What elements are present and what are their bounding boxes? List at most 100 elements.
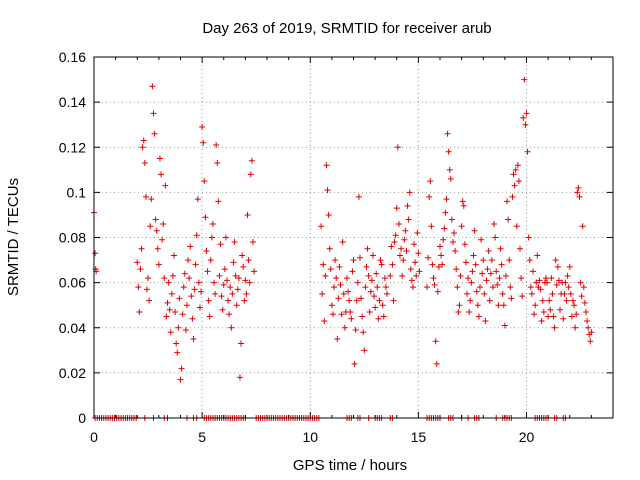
data-point bbox=[431, 281, 438, 288]
data-point bbox=[513, 223, 520, 230]
data-point bbox=[580, 284, 587, 291]
axis-ticks: 0 0.02 0.04 0.06 0.08 0.1 0.12 0.14 0.16 0 5 10 15 20 bbox=[59, 49, 614, 445]
data-point bbox=[346, 297, 353, 304]
data-point bbox=[225, 297, 232, 304]
data-point bbox=[575, 184, 582, 191]
data-point bbox=[155, 261, 162, 268]
data-point bbox=[578, 293, 585, 300]
y-tick-label: 0.16 bbox=[59, 49, 86, 65]
data-point bbox=[358, 295, 365, 302]
data-point bbox=[335, 295, 342, 302]
data-point bbox=[340, 290, 347, 297]
data-point bbox=[494, 281, 501, 288]
data-point bbox=[181, 270, 188, 277]
data-point bbox=[500, 302, 507, 309]
data-point bbox=[327, 266, 334, 273]
data-point bbox=[239, 252, 246, 259]
data-point bbox=[374, 284, 381, 291]
data-point bbox=[411, 241, 418, 248]
data-point bbox=[376, 297, 383, 304]
data-point bbox=[194, 196, 201, 203]
data-point bbox=[470, 252, 477, 259]
data-point bbox=[504, 198, 511, 205]
data-point bbox=[428, 223, 435, 230]
data-point bbox=[163, 313, 170, 320]
data-point bbox=[501, 322, 508, 329]
data-point bbox=[143, 286, 150, 293]
data-point bbox=[355, 193, 362, 200]
x-tick-label: 10 bbox=[302, 429, 318, 445]
data-point bbox=[331, 284, 338, 291]
data-point bbox=[139, 144, 146, 151]
data-point bbox=[473, 288, 480, 295]
data-point bbox=[202, 214, 209, 221]
data-point bbox=[579, 223, 586, 230]
data-point bbox=[244, 211, 251, 218]
data-point bbox=[209, 220, 216, 227]
data-point bbox=[539, 297, 546, 304]
data-point bbox=[378, 261, 385, 268]
data-point bbox=[195, 279, 202, 286]
data-point bbox=[424, 284, 431, 291]
data-point bbox=[179, 311, 186, 318]
data-point bbox=[434, 288, 441, 295]
data-point bbox=[145, 275, 152, 282]
data-point bbox=[551, 324, 558, 331]
data-point bbox=[360, 329, 367, 336]
data-point bbox=[430, 275, 437, 282]
data-point bbox=[161, 275, 168, 282]
data-point bbox=[479, 270, 486, 277]
x-tick-label: 20 bbox=[519, 429, 535, 445]
data-point bbox=[557, 306, 564, 313]
data-point bbox=[324, 187, 331, 194]
data-point bbox=[499, 290, 506, 297]
data-point bbox=[495, 302, 502, 309]
data-point bbox=[525, 234, 532, 241]
data-point bbox=[218, 293, 225, 300]
data-point bbox=[241, 297, 248, 304]
data-point bbox=[449, 239, 456, 246]
data-point bbox=[402, 227, 409, 234]
data-point bbox=[193, 232, 200, 239]
data-point bbox=[348, 315, 355, 322]
data-point bbox=[457, 272, 464, 279]
data-point bbox=[544, 279, 551, 286]
data-point bbox=[527, 284, 534, 291]
data-point bbox=[532, 302, 539, 309]
data-point bbox=[572, 324, 579, 331]
data-point bbox=[540, 308, 547, 315]
data-point bbox=[429, 261, 436, 268]
data-point bbox=[496, 275, 503, 282]
data-point bbox=[368, 277, 375, 284]
data-point bbox=[367, 288, 374, 295]
data-point bbox=[211, 279, 218, 286]
data-point bbox=[542, 275, 549, 282]
data-point bbox=[387, 272, 394, 279]
data-point bbox=[455, 308, 462, 315]
x-tick-label: 5 bbox=[198, 429, 206, 445]
data-point bbox=[341, 324, 348, 331]
data-point bbox=[356, 254, 363, 261]
data-point bbox=[384, 290, 391, 297]
data-point bbox=[212, 290, 219, 297]
data-point bbox=[226, 311, 233, 318]
data-point bbox=[169, 272, 176, 279]
data-point bbox=[223, 277, 230, 284]
data-point bbox=[347, 308, 354, 315]
data-point bbox=[152, 216, 159, 223]
data-point bbox=[366, 308, 373, 315]
data-point bbox=[483, 277, 490, 284]
data-point bbox=[156, 155, 163, 162]
data-point bbox=[220, 281, 227, 288]
data-point bbox=[465, 275, 472, 282]
data-point bbox=[207, 257, 214, 264]
data-point bbox=[168, 290, 175, 297]
data-point bbox=[249, 239, 256, 246]
data-point bbox=[451, 229, 458, 236]
data-point bbox=[326, 245, 333, 252]
data-point bbox=[359, 313, 366, 320]
data-point bbox=[555, 277, 562, 284]
data-point bbox=[235, 275, 242, 282]
data-point bbox=[441, 225, 448, 232]
data-point bbox=[233, 302, 240, 309]
